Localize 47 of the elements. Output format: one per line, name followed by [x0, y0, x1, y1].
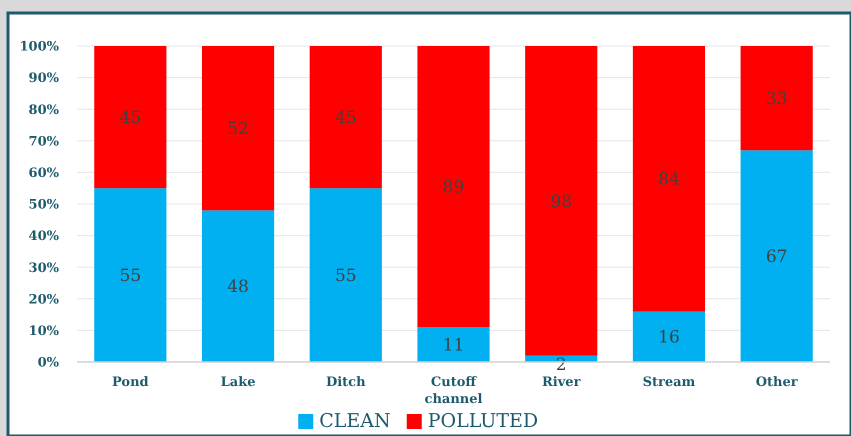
bar: [632, 311, 706, 362]
legend-label: POLLUTED: [428, 410, 538, 432]
legend-label: CLEAN: [319, 410, 391, 432]
y-tick-label: 80%: [28, 102, 60, 118]
data-label: 33: [766, 89, 788, 110]
bar: [94, 46, 166, 188]
data-label: 48: [227, 277, 249, 298]
bar: [310, 188, 382, 362]
data-label: 84: [658, 170, 680, 190]
bar: [740, 46, 813, 150]
x-tick-label: Ditch: [326, 375, 366, 390]
x-tick-label: Stream: [642, 375, 696, 390]
x-tick-label: River: [542, 375, 581, 390]
x-tick-label: Other: [756, 375, 798, 390]
data-label: 89: [442, 178, 464, 198]
bar: [525, 46, 598, 356]
data-label: 16: [658, 328, 680, 348]
data-label: 52: [227, 119, 249, 140]
y-tick-label: 50%: [28, 198, 60, 213]
y-tick-label: 70%: [28, 134, 60, 150]
y-tick-label: 60%: [28, 166, 60, 181]
y-tick-label: 0%: [38, 356, 60, 371]
bar: [202, 210, 274, 362]
y-tick-label: 30%: [28, 260, 60, 276]
y-tick-label: 20%: [28, 292, 60, 308]
data-label: 45: [334, 108, 357, 128]
bar: [94, 188, 166, 362]
y-tick-label: 90%: [28, 71, 60, 86]
bar: [417, 327, 490, 362]
y-tick-label: 100%: [20, 40, 60, 55]
data-label: 55: [120, 266, 142, 286]
x-tick-label: Lake: [220, 375, 256, 390]
data-label: 2: [556, 354, 567, 375]
data-label: 67: [766, 247, 788, 268]
bar: [740, 150, 813, 362]
y-tick-label: 40%: [28, 229, 60, 244]
x-tick-label: Cutoff channel: [424, 375, 483, 407]
data-label: 98: [550, 192, 572, 212]
bar: [632, 46, 706, 312]
bar: [310, 46, 382, 188]
x-tick-label: Pond: [112, 375, 149, 390]
data-label: 11: [442, 336, 464, 356]
data-label: 45: [120, 108, 142, 128]
bar: [417, 46, 490, 328]
y-tick-label: 10%: [28, 324, 60, 339]
data-label: 55: [334, 266, 357, 286]
bar: [202, 46, 274, 210]
